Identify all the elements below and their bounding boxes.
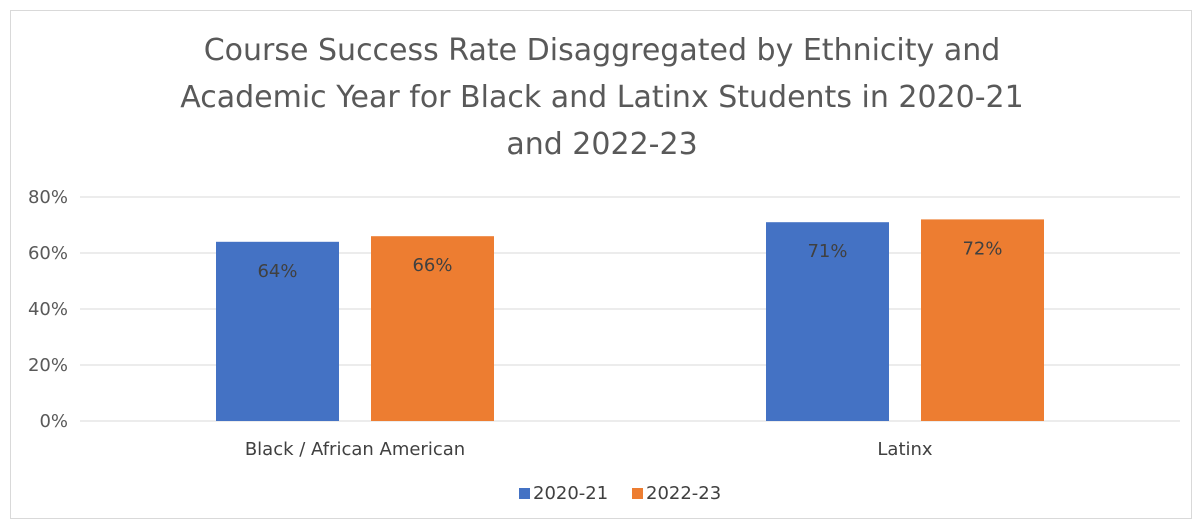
chart-title-line-2: Academic Year for Black and Latinx Stude…: [180, 80, 1023, 115]
y-tick-label: 80%: [28, 187, 68, 208]
bar: [216, 241, 339, 421]
bar: [766, 222, 889, 421]
chart-title-line-3: and 2022-23: [506, 127, 697, 162]
y-tick-label: 60%: [28, 243, 68, 264]
legend-label: 2020-21: [533, 483, 608, 504]
y-tick-label: 20%: [28, 355, 68, 376]
data-label: 66%: [412, 255, 452, 276]
data-label: 71%: [807, 241, 847, 262]
y-axis-ticks: 0% 20% 40% 60% 80%: [28, 187, 68, 432]
legend-label: 2022-23: [646, 483, 721, 504]
bar: [921, 219, 1044, 421]
bars: [216, 219, 1044, 421]
category-label: Latinx: [877, 439, 933, 460]
y-tick-label: 40%: [28, 299, 68, 320]
category-label: Black / African American: [245, 439, 465, 460]
legend-swatch: [519, 488, 530, 499]
bar: [371, 236, 494, 421]
category-labels: Black / African American Latinx: [245, 439, 933, 460]
data-label: 72%: [962, 238, 1002, 259]
chart-title-line-1: Course Success Rate Disaggregated by Eth…: [204, 33, 1001, 68]
legend-swatch: [632, 488, 643, 499]
chart-title: Course Success Rate Disaggregated by Eth…: [180, 33, 1023, 162]
data-label: 64%: [257, 261, 297, 282]
y-tick-label: 0%: [39, 411, 68, 432]
legend: 2020-21 2022-23: [519, 483, 721, 504]
data-labels: 64% 66% 71% 72%: [257, 238, 1002, 281]
